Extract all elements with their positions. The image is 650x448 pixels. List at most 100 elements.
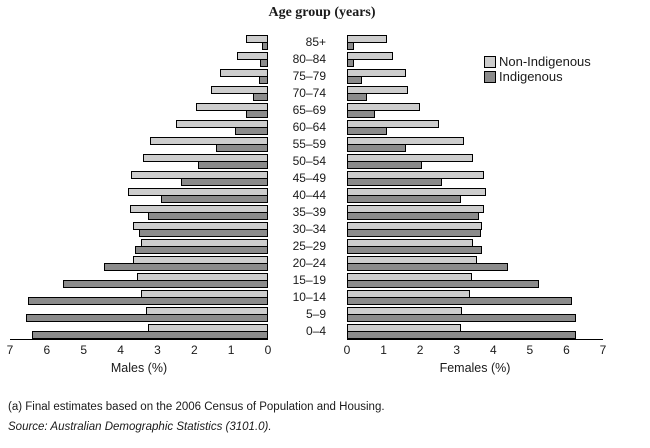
indigenous-bar [347, 144, 406, 152]
pyramid-row [347, 289, 603, 306]
indigenous-bar [160, 195, 268, 203]
axis-tick-label: 2 [190, 343, 198, 357]
non-indigenous-bar [210, 86, 268, 94]
indigenous-bar [347, 178, 443, 186]
indigenous-bar [347, 161, 423, 169]
pyramid-row [347, 136, 603, 153]
legend-entry: Indigenous [484, 69, 591, 84]
indigenous-bar [31, 331, 268, 339]
indigenous-bar [63, 280, 268, 288]
pyramid-row [347, 306, 603, 323]
age-group-label: 75–79 [292, 69, 326, 83]
pyramid-row [10, 51, 268, 68]
pyramid-row [347, 323, 603, 340]
indigenous-bar [347, 195, 461, 203]
pyramid-row [10, 170, 268, 187]
indigenous-bar [262, 42, 268, 50]
age-group-label: 25–29 [292, 239, 326, 253]
non-indigenous-bar [219, 69, 268, 77]
indigenous-bar [347, 42, 355, 50]
indigenous-bar [181, 178, 268, 186]
age-group-label: 5–9 [305, 307, 326, 321]
axis-tick-label: 0 [343, 343, 351, 357]
pyramid-row [10, 306, 268, 323]
indigenous-bar [347, 59, 355, 67]
pyramid-row [347, 102, 603, 119]
indigenous-bar [135, 246, 268, 254]
age-group-label: 20–24 [292, 256, 326, 270]
females-plot [347, 34, 603, 340]
footnote: (a) Final estimates based on the 2006 Ce… [8, 401, 385, 413]
females-axis-ticks: 0 1 2 3 4 5 6 7 [343, 340, 607, 358]
indigenous-bar [28, 297, 268, 305]
indigenous-bar [148, 212, 268, 220]
age-group-label: 10–14 [292, 290, 326, 304]
females-axis-title: Females (%) [439, 361, 511, 375]
non-indigenous-bar [347, 86, 408, 94]
indigenous-bar [216, 144, 268, 152]
pyramid-row [347, 204, 603, 221]
indigenous-bar [347, 314, 576, 322]
pyramid-row [347, 68, 603, 85]
pyramid-row [347, 238, 603, 255]
non-indigenous-bar [236, 52, 268, 60]
indigenous-bar [245, 110, 268, 118]
axis-tick-label: 7 [599, 343, 607, 357]
legend: Non-Indigenous Indigenous [484, 54, 591, 84]
legend-entry: Non-Indigenous [484, 54, 591, 69]
pyramid-row [10, 102, 268, 119]
pyramid-row [347, 34, 603, 51]
pyramid-row [10, 119, 268, 136]
indigenous-bar [138, 229, 268, 237]
pyramid-row [10, 34, 268, 51]
age-group-label: 15–19 [292, 273, 326, 287]
axis-tick-label: 7 [6, 343, 14, 357]
indigenous-bar [347, 93, 368, 101]
pyramid-row [10, 85, 268, 102]
pyramid-row [347, 85, 603, 102]
legend-label: Indigenous [499, 69, 563, 84]
pyramid-row [347, 187, 603, 204]
pyramid-row [347, 153, 603, 170]
indigenous-bar [347, 110, 375, 118]
axis-tick-label: 1 [380, 343, 387, 357]
pyramid-row [10, 255, 268, 272]
age-group-label: 80–84 [292, 52, 326, 66]
spacer [268, 340, 347, 358]
indigenous-bar [347, 280, 540, 288]
indigenous-bar [347, 331, 576, 339]
non-indigenous-bar [347, 103, 421, 111]
indigenous-bar [260, 59, 268, 67]
axis-tick-label: 4 [489, 343, 497, 357]
age-group-label: 35–39 [292, 205, 326, 219]
pyramid-row [10, 238, 268, 255]
age-group-label: 50–54 [292, 154, 326, 168]
spacer [268, 358, 347, 380]
axis-tick-label: 6 [563, 343, 570, 357]
axis-tick-label: 5 [526, 343, 534, 357]
pyramid-chart: 85+ 80–84 75–79 70–74 65–69 60–64 55–59 50–54 45… [6, 34, 607, 380]
legend-label: Non-Indigenous [499, 54, 591, 69]
indigenous-bar [253, 93, 268, 101]
indigenous-bar [347, 263, 509, 271]
pyramid-row [10, 221, 268, 238]
age-group-label: 65–69 [292, 103, 326, 117]
indigenous-bar [347, 246, 483, 254]
non-indigenous-bar [149, 137, 268, 145]
indigenous-bar [347, 229, 481, 237]
indigenous-bar [234, 127, 268, 135]
axis-tick-label: 0 [264, 343, 272, 357]
pyramid-row [347, 272, 603, 289]
pyramid-row [10, 68, 268, 85]
axis-tick-label: 1 [227, 343, 235, 357]
age-group-label: 85+ [305, 35, 326, 49]
pyramid-row [347, 51, 603, 68]
pyramid-row [347, 119, 603, 136]
axis-tick-label: 4 [117, 343, 124, 357]
indigenous-bar [347, 212, 479, 220]
non-indigenous-swatch [484, 55, 496, 68]
non-indigenous-bar [347, 69, 406, 77]
age-group-label: 55–59 [292, 137, 326, 151]
non-indigenous-bar [175, 120, 268, 128]
age-axis-labels: 85+ 80–84 75–79 70–74 65–69 60–64 55–59 50–54 45… [268, 34, 347, 340]
